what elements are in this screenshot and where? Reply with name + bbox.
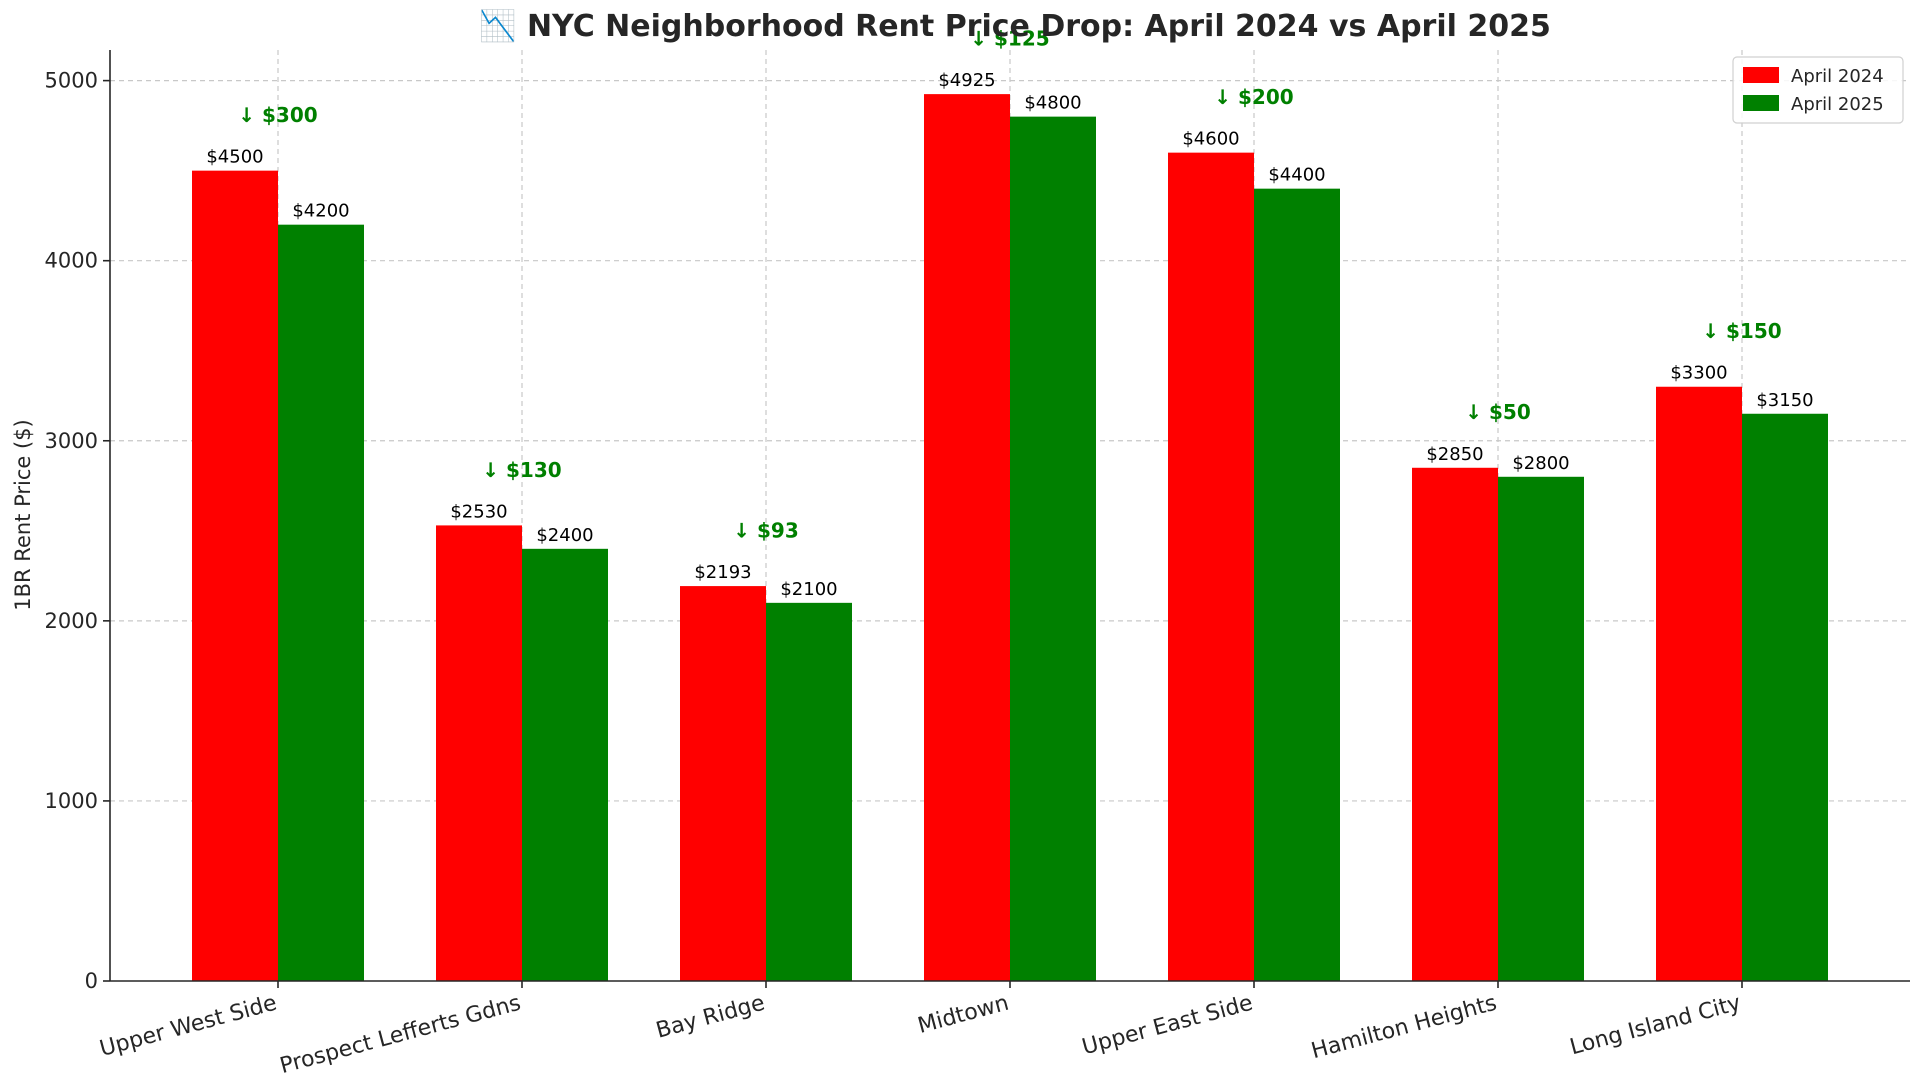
chart-title: 📉 NYC Neighborhood Rent Price Drop: Apri…: [479, 8, 1551, 44]
bar-april-2025: [1498, 476, 1584, 981]
bars: [192, 94, 1828, 982]
bar-value-label: $4500: [206, 147, 263, 168]
bar-value-label: $4200: [292, 201, 349, 222]
bar-april-2025: [1742, 413, 1828, 981]
y-axis-label: 1BR Rent Price ($): [11, 419, 35, 610]
bar-april-2024: [192, 170, 278, 981]
bar-value-label: $2850: [1426, 444, 1483, 465]
bar-april-2025: [278, 224, 364, 981]
price-drop-annotation: ↓ $50: [1465, 400, 1530, 424]
bar-april-2024: [1656, 386, 1742, 981]
price-drop-annotation: ↓ $300: [238, 103, 317, 127]
bar-value-label: $3300: [1670, 363, 1727, 384]
x-tick-label: Midtown: [915, 991, 1011, 1039]
bar-value-label: $4400: [1268, 165, 1325, 186]
y-tick-label: 2000: [45, 609, 98, 633]
bar-april-2025: [1254, 188, 1340, 982]
bar-value-label: $2100: [780, 579, 837, 600]
price-drop-annotation: ↓ $200: [1214, 85, 1293, 109]
bar-april-2025: [1010, 116, 1096, 982]
bar-value-label: $2800: [1512, 453, 1569, 474]
legend-swatch: [1743, 67, 1779, 83]
x-tick-label: Hamilton Heights: [1309, 991, 1500, 1065]
bar-value-label: $2530: [450, 501, 507, 522]
legend: April 2024 April 2025: [1732, 56, 1904, 124]
bar-value-label: $3150: [1756, 390, 1813, 411]
x-tick-label: Prospect Lefferts Gdns: [277, 991, 523, 1079]
bar-value-label: $4800: [1024, 93, 1081, 114]
x-tick-label: Upper West Side: [97, 991, 280, 1062]
bar-april-2024: [1168, 152, 1254, 981]
y-tick-label: 4000: [45, 249, 98, 273]
legend-label: April 2024: [1791, 66, 1884, 87]
price-drop-annotation: ↓ $93: [733, 518, 798, 542]
bar-april-2024: [680, 586, 766, 981]
bar-value-label: $4925: [938, 70, 995, 91]
legend-swatch: [1743, 95, 1779, 111]
bar-value-label: $2400: [536, 525, 593, 546]
bar-april-2024: [1412, 467, 1498, 981]
bar-april-2024: [436, 525, 522, 981]
y-tick-label: 3000: [45, 429, 98, 453]
bar-value-label: $2193: [694, 562, 751, 583]
bar-value-label: $4600: [1182, 129, 1239, 150]
y-tick-label: 0: [85, 969, 98, 993]
value-labels: $4500 $4200 ↓ $300 $2530 $2400 ↓ $130 $2193 $21…: [206, 26, 1813, 599]
bar-april-2025: [766, 602, 852, 981]
price-drop-annotation: ↓ $150: [1702, 319, 1781, 343]
bar-april-2024: [924, 94, 1010, 981]
x-tick-label: Upper East Side: [1079, 991, 1255, 1061]
x-tick-label: Bay Ridge: [653, 991, 767, 1044]
legend-label: April 2025: [1791, 94, 1884, 115]
price-drop-annotation: ↓ $130: [482, 458, 561, 482]
price-drop-annotation: ↓ $125: [970, 26, 1049, 50]
y-tick-label: 1000: [45, 789, 98, 813]
x-tick-label: Long Island City: [1567, 991, 1743, 1061]
y-tick-label: 5000: [45, 69, 98, 93]
bar-april-2025: [522, 548, 608, 981]
